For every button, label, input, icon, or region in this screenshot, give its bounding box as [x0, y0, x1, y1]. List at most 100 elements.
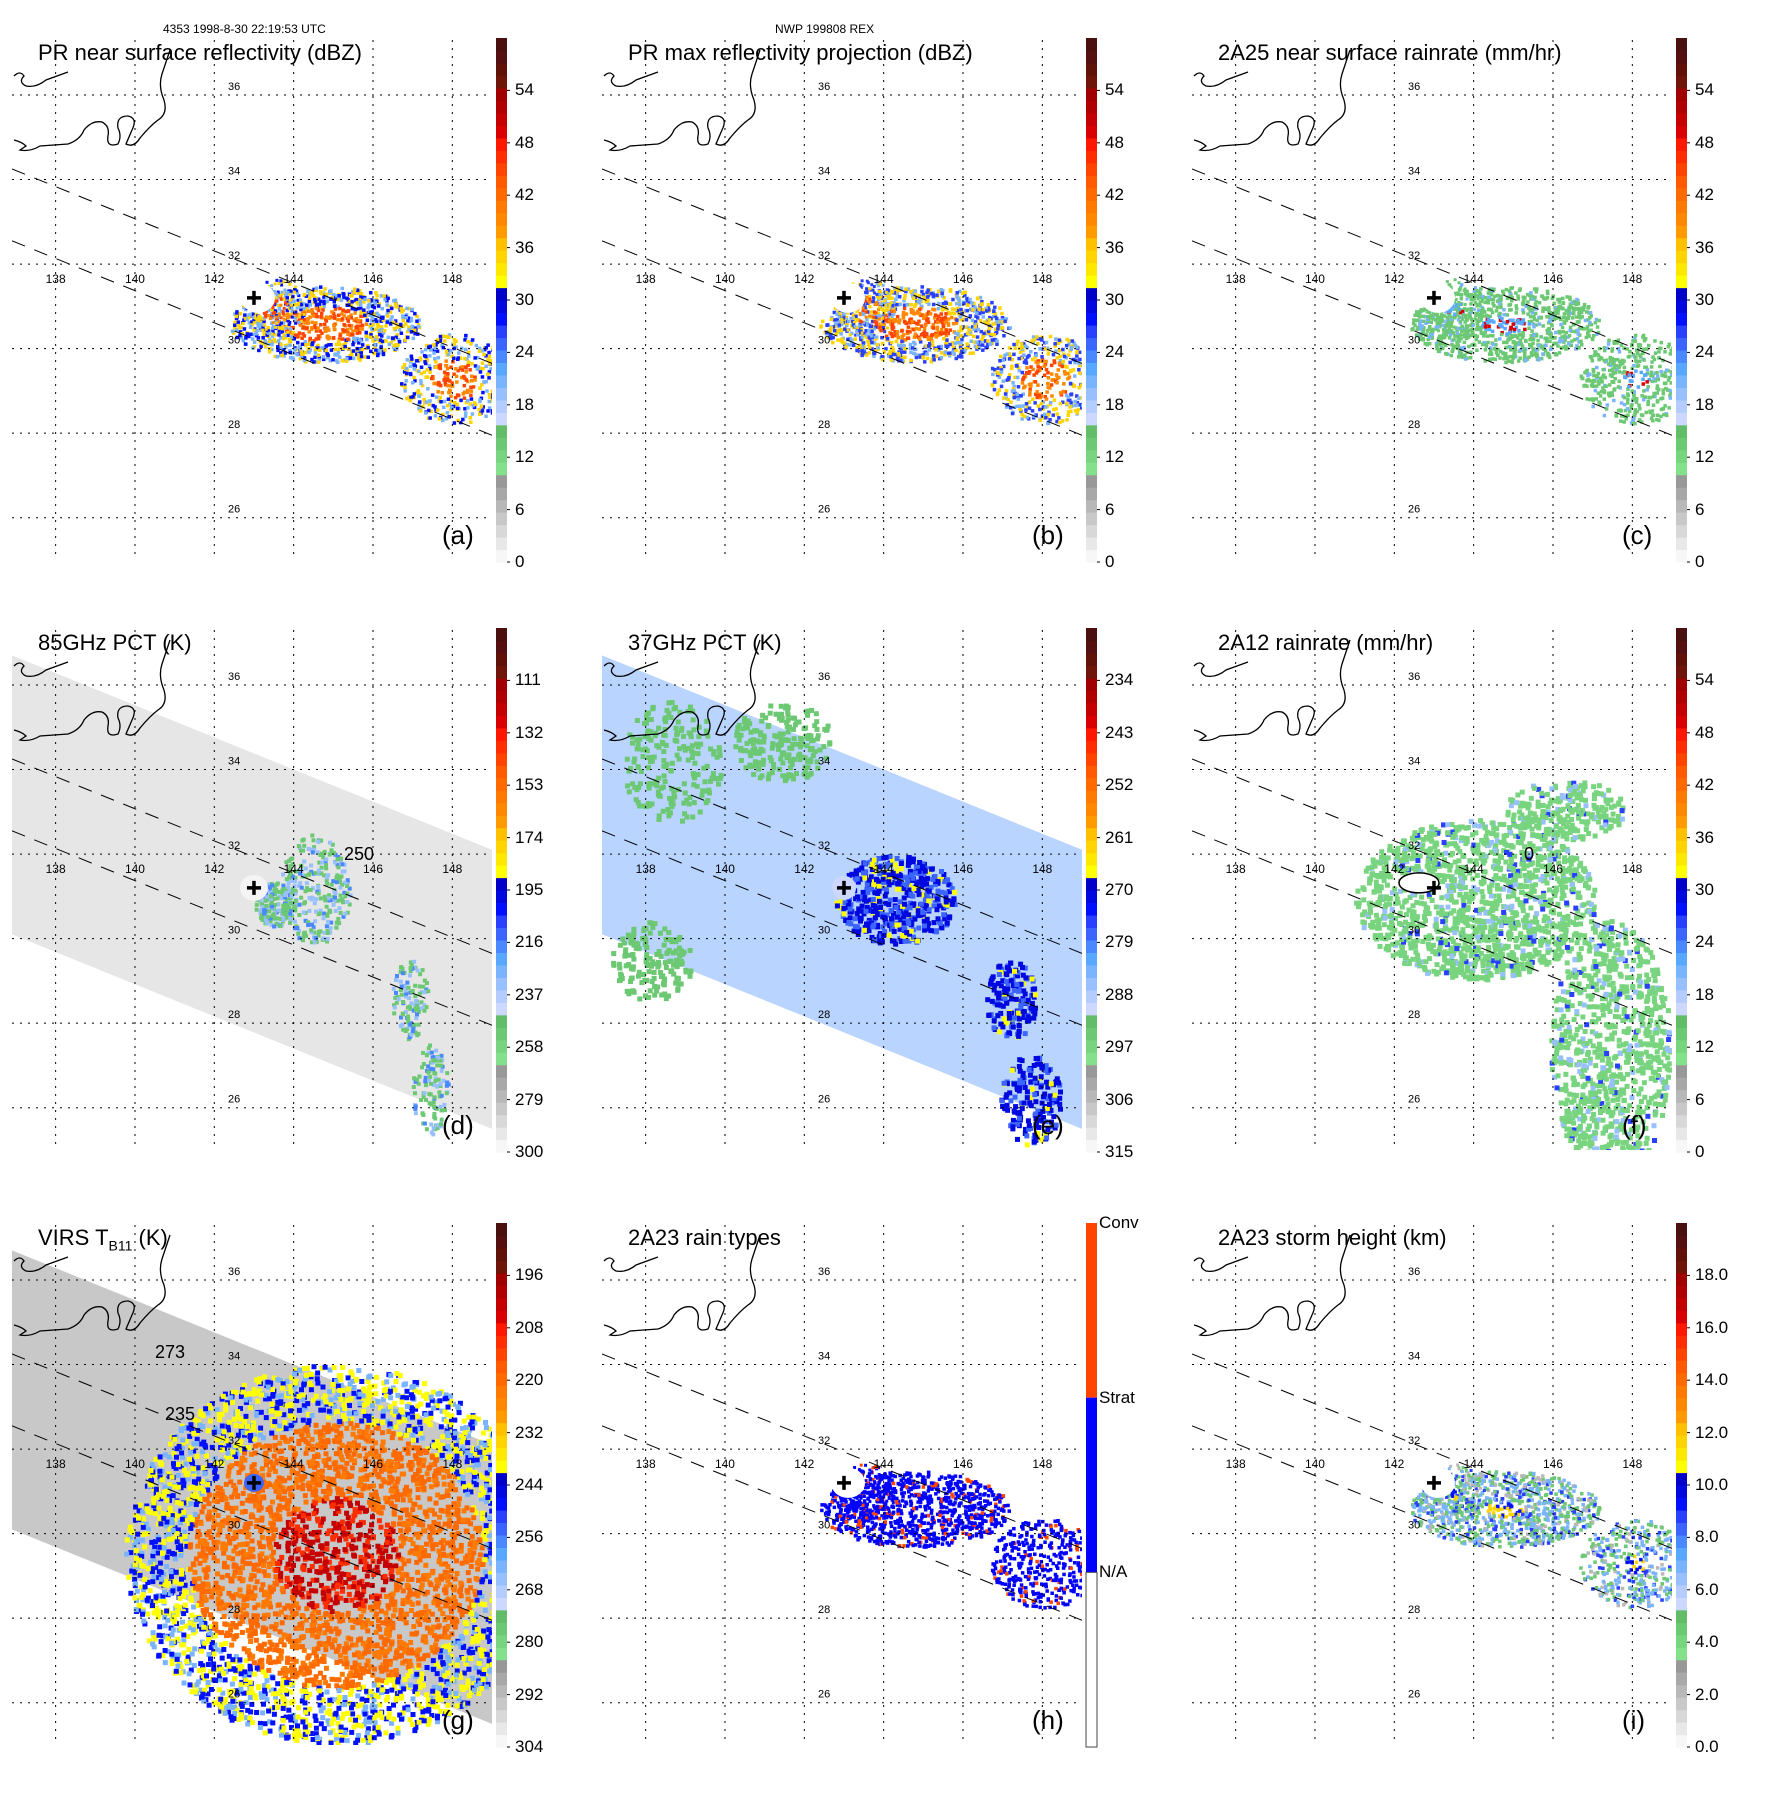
colorbar-swatch [496, 715, 507, 728]
colorbar-d [496, 628, 510, 1153]
lon-tick-label: 148 [1622, 272, 1642, 286]
colorbar-swatch [1676, 412, 1687, 425]
lat-tick-label: 28 [228, 1604, 240, 1616]
colorbar-swatch [496, 703, 507, 716]
colorbar-tick-label: 42 [1695, 185, 1714, 205]
colorbar-tick-label: 24 [515, 342, 534, 362]
colorbar-swatch [496, 200, 507, 213]
lat-tick-label: 34 [1408, 166, 1420, 178]
colorbar-swatch [1086, 1040, 1097, 1053]
lon-tick-label: 142 [1384, 272, 1404, 286]
colorbar-swatch [496, 965, 507, 978]
colorbar-swatch [1676, 1223, 1687, 1236]
colorbar-swatch [1676, 628, 1687, 641]
colorbar-swatch [1086, 350, 1097, 363]
contour-label: 235 [165, 1404, 195, 1424]
panel-title: 2A23 storm height (km) [1218, 1225, 1447, 1251]
colorbar-swatch [1086, 765, 1097, 778]
colorbar-tick-label: 48 [1695, 723, 1714, 743]
lat-tick-label: 30 [1408, 925, 1420, 937]
lon-tick-label: 142 [794, 1457, 814, 1471]
colorbar-tick-label: 243 [1105, 723, 1133, 743]
colorbar-swatch [496, 238, 507, 251]
lat-tick-label: 34 [818, 756, 830, 768]
colorbar-swatch [1676, 1473, 1687, 1486]
colorbar-swatch [1086, 375, 1097, 388]
lat-tick-label: 32 [818, 1435, 830, 1447]
lon-tick-label: 138 [1226, 272, 1246, 286]
colorbar-swatch [1676, 940, 1687, 953]
colorbar-tick-label: 24 [1695, 932, 1714, 952]
colorbar-swatch [496, 665, 507, 678]
colorbar-tick-label: 208 [515, 1318, 543, 1338]
colorbar-swatch [1676, 1497, 1687, 1510]
lon-tick-label: 138 [1226, 1457, 1246, 1471]
colorbar-swatch [496, 325, 507, 338]
lat-tick-label: 28 [228, 419, 240, 431]
colorbar-swatch [1086, 952, 1097, 965]
colorbar-tick-label: 12 [1105, 447, 1124, 467]
colorbar-swatch [1676, 487, 1687, 500]
colorbar-swatch [496, 1065, 507, 1078]
lat-tick-label: 34 [228, 166, 240, 178]
lon-tick-label: 140 [125, 1457, 145, 1471]
colorbar-swatch [1086, 163, 1097, 176]
lon-tick-label: 138 [46, 1457, 66, 1471]
colorbar-tick-label: 6.0 [1695, 1580, 1719, 1600]
colorbar-swatch [1676, 890, 1687, 903]
colorbar-swatch [1086, 640, 1097, 653]
colorbar-tick-label: 261 [1105, 828, 1133, 848]
colorbar-tick-label: 304 [515, 1737, 543, 1757]
lon-tick-label: 144 [874, 272, 894, 286]
colorbar-swatch [1086, 803, 1097, 816]
lon-tick-label: 148 [442, 272, 462, 286]
contour-label: 273 [155, 1342, 185, 1362]
colorbar-swatch [496, 1260, 507, 1273]
colorbar-tick-label: 237 [515, 985, 543, 1005]
colorbar-swatch [1676, 1140, 1687, 1153]
colorbar-swatch [1086, 250, 1097, 263]
lat-tick-label: 28 [1408, 1604, 1420, 1616]
colorbar-swatch [1676, 1102, 1687, 1115]
colorbar-swatch [1086, 462, 1097, 475]
colorbar-swatch [1086, 100, 1097, 113]
storm-field-i [1411, 1464, 1692, 1610]
colorbar-swatch [496, 150, 507, 163]
colorbar-swatch [496, 653, 507, 666]
colorbar-swatch [496, 853, 507, 866]
colorbar-swatch [1086, 790, 1097, 803]
colorbar-swatch [1676, 387, 1687, 400]
lat-tick-label: 26 [818, 1094, 830, 1106]
colorbar-swatch [1086, 200, 1097, 213]
colorbar-swatch [496, 125, 507, 138]
colorbar-swatch [496, 640, 507, 653]
colorbar-tick-label: 6 [1695, 1090, 1704, 1110]
colorbar-swatch [1676, 1360, 1687, 1373]
storm-field-c [1410, 278, 1692, 425]
colorbar-swatch [1676, 1597, 1687, 1610]
panel-label: (i) [1622, 1705, 1645, 1736]
lon-tick-label: 138 [46, 272, 66, 286]
panel-title-text: 2A23 rain types [628, 1225, 781, 1250]
colorbar-g [496, 1223, 510, 1748]
colorbar-swatch [1086, 1127, 1097, 1140]
colorbar-tick-label: 36 [1695, 828, 1714, 848]
colorbar-swatch [496, 1522, 507, 1535]
colorbar-swatch [1676, 263, 1687, 276]
colorbar-tick-label: 6 [515, 500, 524, 520]
storm-field-a [231, 279, 512, 425]
colorbar-swatch [1676, 362, 1687, 375]
colorbar-swatch [1676, 1510, 1687, 1523]
colorbar-swatch [1676, 38, 1687, 51]
lon-tick-label: 146 [363, 272, 383, 286]
colorbar-swatch [496, 362, 507, 375]
colorbar-swatch [496, 537, 507, 550]
lon-tick-label: 146 [1543, 1457, 1563, 1471]
colorbar-na-swatch [1086, 1572, 1097, 1747]
colorbar-swatch [496, 1697, 507, 1710]
lat-tick-label: 28 [1408, 1009, 1420, 1021]
